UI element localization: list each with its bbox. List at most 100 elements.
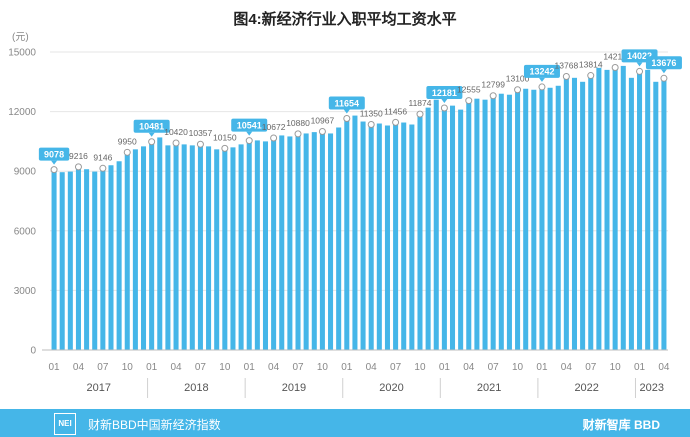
year-label: 2022 [574, 382, 598, 394]
bar [92, 171, 98, 350]
bar [376, 123, 382, 351]
bar [352, 115, 358, 350]
bars [51, 65, 667, 351]
value-marker [392, 118, 400, 126]
bar [206, 146, 212, 350]
value-markers [50, 64, 668, 174]
x-tick-label: 10 [512, 362, 524, 373]
data-label-pointer [148, 132, 155, 137]
value-marker [660, 74, 668, 82]
bar [547, 87, 553, 350]
value-marker [318, 127, 326, 135]
bar [140, 146, 147, 350]
value-marker [196, 140, 204, 148]
y-tick-label: 3000 [14, 286, 37, 297]
bar [531, 89, 537, 350]
bar [580, 81, 586, 351]
bar [449, 105, 456, 350]
bar [181, 144, 187, 350]
value-marker [148, 138, 156, 146]
data-label: 10672 [262, 122, 286, 132]
x-tick-label: 04 [561, 362, 573, 373]
data-label-pointer [441, 99, 448, 104]
x-tick-label: 07 [488, 362, 500, 373]
bar [645, 69, 651, 350]
x-tick-label: 01 [341, 362, 353, 373]
bar [59, 172, 65, 350]
value-marker [440, 104, 448, 112]
bar [287, 136, 293, 350]
bar [490, 95, 496, 350]
value-marker [50, 166, 58, 174]
bar [458, 109, 464, 350]
bar [384, 125, 390, 350]
bar [563, 76, 569, 350]
value-marker [294, 130, 302, 138]
y-tick-label: 15000 [8, 48, 36, 59]
data-label-pointer [636, 62, 643, 67]
bar [653, 81, 659, 351]
bar [498, 93, 504, 350]
bar [620, 65, 626, 350]
x-tick-label: 01 [439, 362, 451, 373]
value-marker [99, 164, 107, 172]
data-label-box [426, 86, 463, 100]
data-label: 10541 [237, 120, 262, 130]
bar [588, 75, 594, 351]
bar [336, 127, 342, 350]
bar [238, 144, 244, 350]
data-label: 13242 [529, 67, 554, 77]
x-tick-label: 04 [658, 362, 670, 373]
bar [124, 152, 130, 350]
bar [100, 168, 106, 350]
value-marker [245, 137, 253, 145]
x-tick-label: 01 [49, 362, 61, 373]
year-label: 2017 [87, 382, 111, 394]
data-label-box [523, 64, 560, 78]
data-label: 11874 [408, 98, 431, 108]
wage-bar-chart: 图4:新经济行业入职平均工资水平 (元) 0 3000 6000 9000 12000 1… [8, 10, 682, 398]
bar [393, 122, 399, 350]
data-label: 12181 [432, 88, 457, 98]
bar [246, 140, 252, 350]
bar [515, 89, 521, 350]
bar [474, 98, 480, 350]
value-marker [562, 72, 570, 80]
x-tick-label: 01 [634, 362, 646, 373]
data-label: 10880 [286, 118, 310, 128]
data-label: 13100 [506, 74, 530, 84]
data-label: 9216 [69, 151, 88, 161]
value-marker [514, 86, 522, 94]
x-tick-label: 10 [219, 362, 231, 373]
bar [433, 99, 439, 351]
bar [409, 124, 415, 350]
value-marker [636, 67, 644, 75]
bar [197, 144, 203, 350]
y-tick-label: 6000 [14, 226, 37, 237]
value-marker [123, 148, 131, 156]
year-label: 2020 [379, 382, 403, 394]
y-tick-label: 9000 [14, 167, 37, 178]
data-label-box [328, 96, 365, 110]
bar [441, 108, 447, 350]
bar [344, 118, 350, 350]
x-tick-label: 10 [610, 362, 622, 373]
value-marker [489, 92, 497, 100]
data-label: 10481 [139, 122, 164, 132]
bar [222, 148, 228, 350]
data-label: 14022 [627, 51, 652, 61]
x-tick-label: 04 [366, 362, 378, 373]
bar [173, 142, 179, 350]
bar [149, 141, 155, 350]
bar [214, 149, 220, 350]
data-label: 10420 [164, 127, 188, 137]
data-label: 11654 [335, 98, 360, 108]
footer-bar: NEI 财新BBD中国新经济指数 财新智库 BBD [0, 409, 690, 437]
bar [311, 132, 317, 350]
value-marker [416, 110, 424, 118]
x-tick-label: 07 [390, 362, 402, 373]
bar [539, 86, 545, 350]
x-tick-label: 10 [317, 362, 329, 373]
bar [628, 77, 634, 351]
